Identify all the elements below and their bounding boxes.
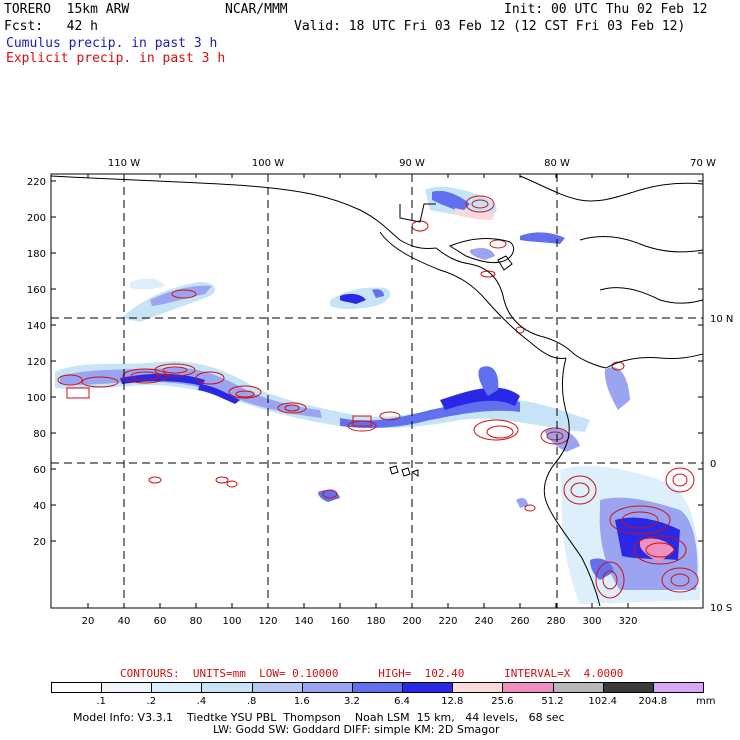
colorbar-label: 6.4 [394,696,411,707]
explicit-precip-contours [57,195,699,599]
model-info: Model Info: V3.3.1 Tiedtke YSU PBL Thomp… [73,711,565,724]
latitude-label: 10 S [710,603,732,614]
colorbar-swatch [552,682,604,693]
colorbar-swatch [351,682,404,693]
colorbar-label: 25.6 [491,696,514,707]
y-tick-label: 140 [27,321,46,332]
colorbar-swatch [602,682,654,693]
x-tick-label: 140 [294,616,313,627]
x-tick-label: 100 [222,616,241,627]
colorbar-swatch [402,682,454,693]
longitude-label: 110 W [108,158,140,169]
longitude-label: 80 W [544,158,570,169]
y-tick-label: 20 [33,537,46,548]
axis-labels: 110 W 100 W 90 W 80 W 70 W 10 N 0 10 S 220 200 180… [27,158,733,627]
y-tick-label: 200 [27,213,46,224]
colorbar-label: .1 [96,696,106,707]
y-tick-label: 180 [27,249,46,260]
model-physics: LW: Godd SW: Goddard DIFF: simple KM: 2D… [213,723,500,736]
colorbar-swatch [251,682,303,693]
x-tick-label: 280 [546,616,565,627]
colorbar-swatch [502,682,554,693]
colorbar-swatch [51,682,103,693]
organization-label: NCAR/MMM [225,2,288,17]
y-tick-label: 220 [27,177,46,188]
colorbar-label: 204.8 [638,696,668,707]
latitude-label: 10 N [710,314,733,325]
coastlines [51,175,703,607]
x-tick-label: 160 [330,616,349,627]
longitude-label: 100 W [252,158,284,169]
x-tick-label: 200 [402,616,421,627]
legend-explicit: Explicit precip. in past 3 h [6,51,226,66]
colorbar-label: 12.8 [441,696,464,707]
contour-info: CONTOURS: UNITS=mm LOW= 0.10000 HIGH= 10… [120,667,624,680]
x-tick-label: 60 [154,616,167,627]
colorbar-swatch [151,682,203,693]
colorbar-label: .4 [196,696,207,707]
valid-time: Valid: 18 UTC Fri 03 Feb 12 (12 CST Fri … [294,19,686,34]
colorbar-swatch [452,682,504,693]
colorbar-swatch [201,682,253,693]
map-frame [50,173,704,609]
longitude-label: 70 W [690,158,716,169]
colorbar-label: 102.4 [588,696,618,707]
axis-ticks [51,174,704,608]
x-tick-label: 20 [82,616,95,627]
y-tick-label: 60 [33,465,46,476]
precip-shading [55,186,700,604]
colorbar-swatch [652,682,704,693]
x-tick-label: 180 [366,616,385,627]
colorbar-label: .2 [146,696,157,707]
colorbar-label: .8 [246,696,257,707]
colorbar-swatch [101,682,153,693]
colorbar-label: 3.2 [343,696,360,707]
model-name: TORERO 15km ARW [4,2,130,17]
graticule [51,174,703,608]
x-tick-label: 220 [438,616,457,627]
x-tick-label: 40 [118,616,131,627]
y-tick-label: 160 [27,285,46,296]
colorbar-unit: mm [696,696,716,707]
forecast-hour: Fcst: 42 h [4,19,98,34]
latitude-label: 0 [710,459,716,470]
x-tick-label: 300 [582,616,601,627]
x-tick-label: 80 [190,616,203,627]
longitude-label: 90 W [399,158,425,169]
y-tick-label: 40 [33,501,46,512]
colorbar-swatch [301,682,353,693]
colorbar-label: 1.6 [293,696,310,707]
legend-cumulus: Cumulus precip. in past 3 h [6,36,218,51]
init-time: Init: 00 UTC Thu 02 Feb 12 [504,2,708,17]
y-tick-label: 100 [27,393,46,404]
y-tick-label: 120 [27,357,46,368]
x-tick-label: 320 [618,616,637,627]
x-tick-label: 240 [474,616,493,627]
x-tick-label: 120 [258,616,277,627]
colorbar-label: 51.2 [541,696,564,707]
y-tick-label: 80 [33,429,46,440]
x-tick-label: 260 [510,616,529,627]
